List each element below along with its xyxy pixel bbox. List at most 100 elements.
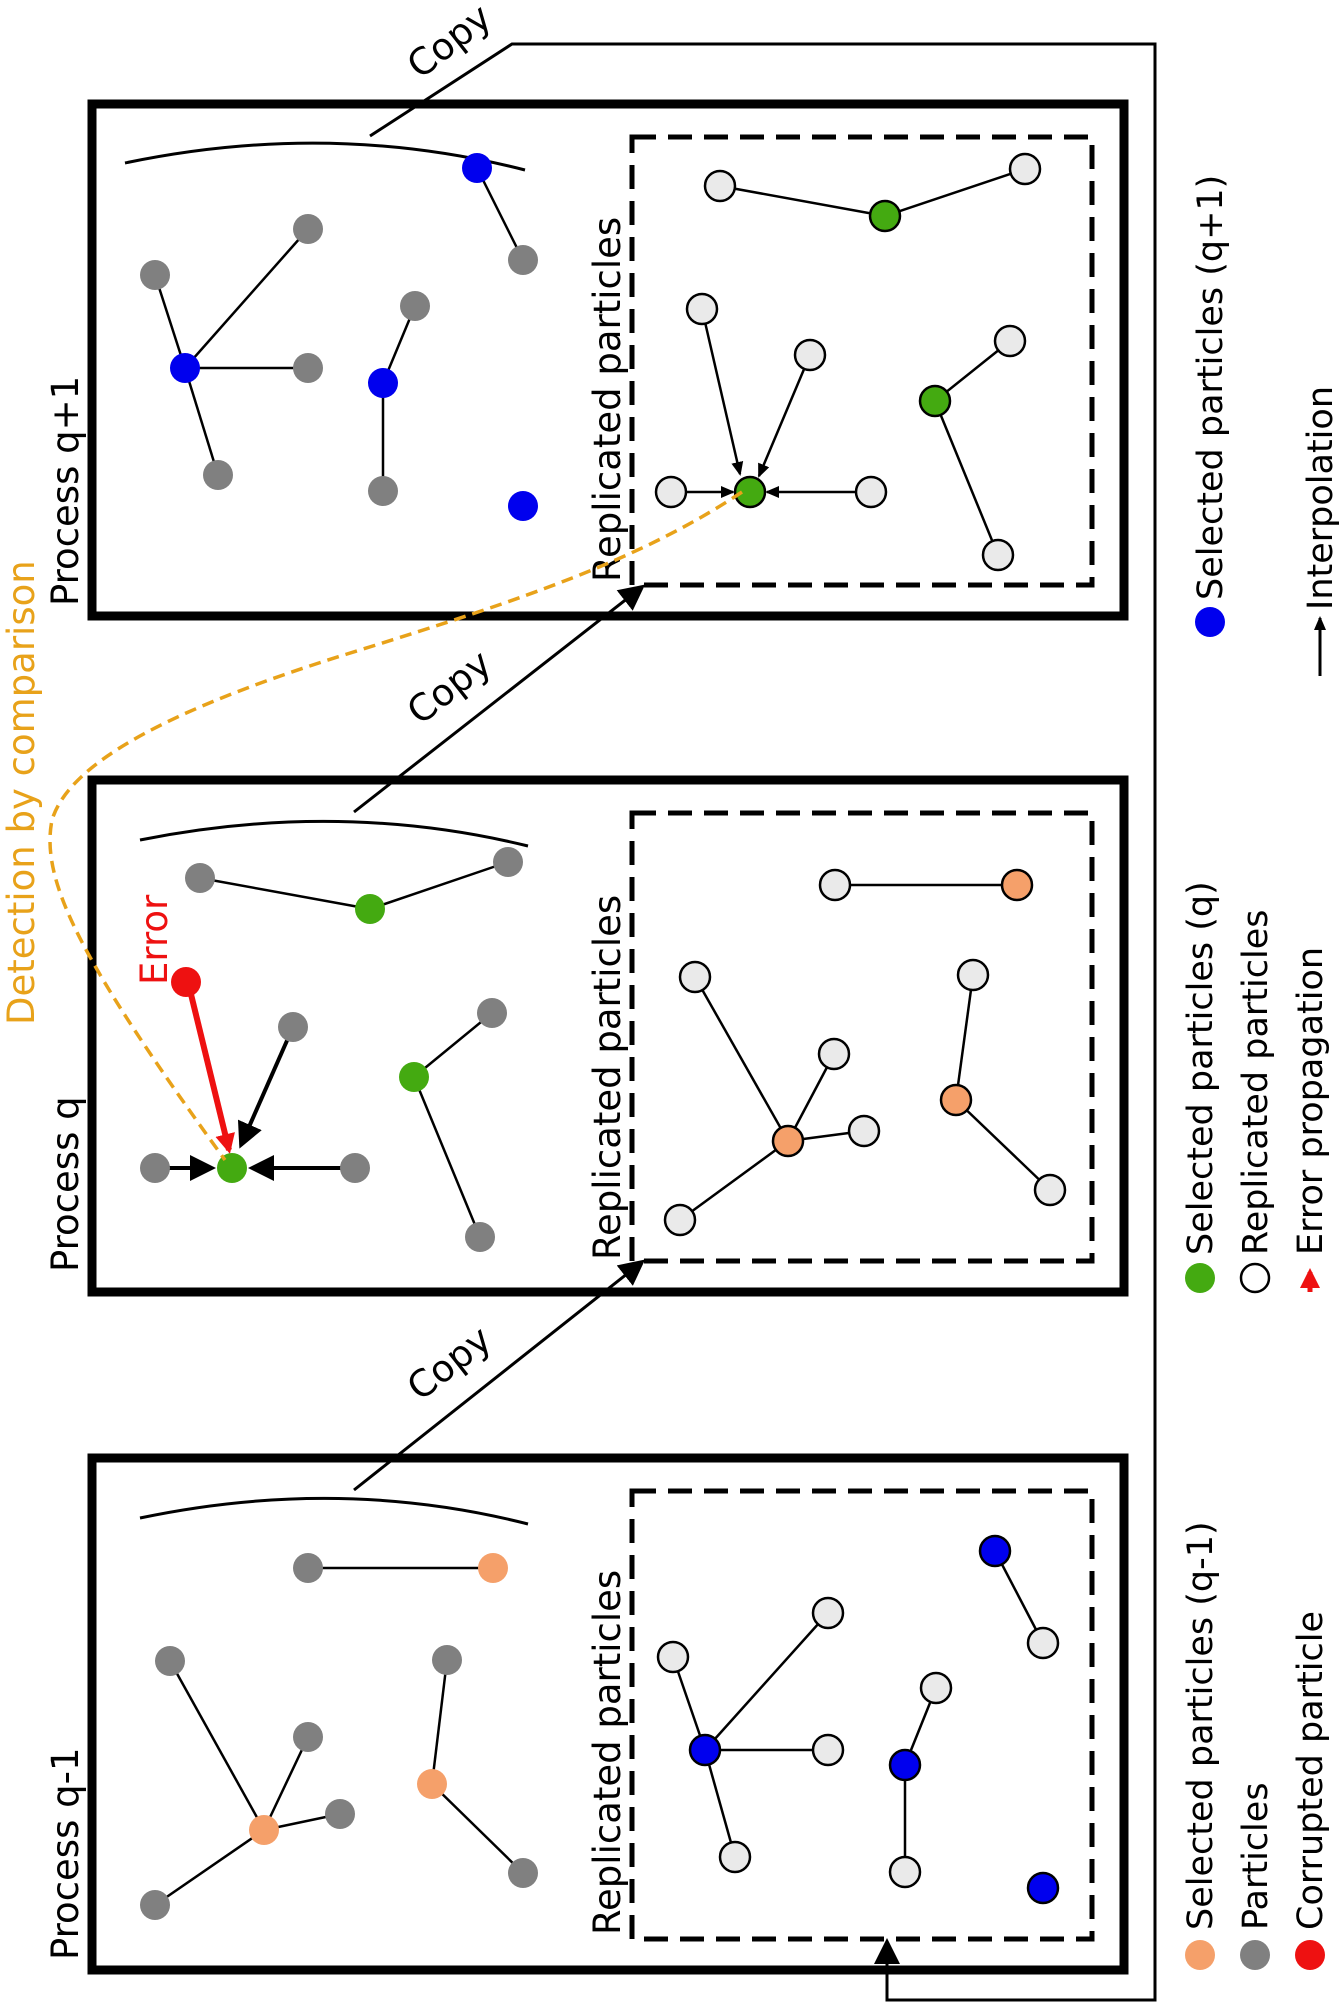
legend-label: Selected particles (q+1) bbox=[1191, 175, 1231, 600]
particle-gray bbox=[293, 214, 323, 244]
replicated-box bbox=[629, 134, 1095, 588]
copy-arrow bbox=[353, 584, 646, 814]
particle-gray bbox=[155, 1646, 185, 1676]
error-label: Error bbox=[133, 894, 176, 985]
replicated-label: Replicated particles bbox=[586, 895, 629, 1260]
particle-gray bbox=[493, 847, 523, 877]
particle-gray bbox=[477, 998, 507, 1028]
detection-label: Detection by comparison bbox=[0, 560, 43, 1025]
particle-links bbox=[154, 1550, 1045, 1907]
particle-gray bbox=[293, 1722, 323, 1752]
particle-replicated bbox=[956, 958, 990, 992]
particle-gray bbox=[368, 476, 398, 506]
particle-selected-q-minus-1 bbox=[1000, 868, 1034, 902]
particle-replicated bbox=[1033, 1173, 1067, 1207]
particle-replicated bbox=[703, 169, 737, 203]
error-propagation-arrow bbox=[185, 981, 235, 1154]
particle-gray bbox=[325, 1799, 355, 1829]
particle-selected-q bbox=[355, 894, 385, 924]
panel-process-q-minus-1: Process q-1 Replicated particles bbox=[44, 1453, 1129, 1975]
replicated-box bbox=[629, 1488, 1095, 1942]
particle-selected-q bbox=[918, 384, 952, 418]
particle-gray bbox=[432, 1645, 462, 1675]
particle-replicated bbox=[854, 475, 888, 509]
particle-gray bbox=[400, 291, 430, 321]
particle-gray bbox=[293, 1553, 323, 1583]
particle-replicated bbox=[817, 1037, 851, 1071]
particle-replicated bbox=[678, 960, 712, 994]
particle-gray bbox=[293, 353, 323, 383]
cut-arc bbox=[139, 1496, 529, 1526]
panel-title: Process q+1 bbox=[44, 376, 87, 606]
panel-process-q: Process q Replicated particles Error bbox=[44, 775, 1129, 1297]
particle-gray bbox=[508, 245, 538, 275]
particle-selected-q-plus-1 bbox=[1026, 1871, 1060, 1905]
legend-swatch-corrupted bbox=[1295, 1940, 1325, 1970]
particle-gray bbox=[140, 1153, 170, 1183]
particle-selected-q-plus-1 bbox=[462, 153, 492, 183]
legend-label: Corrupted particle bbox=[1291, 1611, 1331, 1930]
panel-process-q-plus-1: Process q+1 Replicated particles bbox=[44, 99, 1129, 621]
particles bbox=[140, 152, 1042, 572]
particle-replicated bbox=[818, 868, 852, 902]
copy-label: Copy bbox=[399, 0, 499, 87]
particle-replicated bbox=[1026, 1626, 1060, 1660]
particle-replicated bbox=[718, 1840, 752, 1874]
replicated-box bbox=[629, 810, 1095, 1264]
particle-gray bbox=[140, 260, 170, 290]
particle-replicated bbox=[1008, 152, 1042, 186]
panel-title: Process q-1 bbox=[44, 1748, 87, 1961]
copy-arrows bbox=[353, 42, 1157, 2002]
legend-label: Error propagation bbox=[1291, 947, 1331, 1255]
legend-label: Interpolation bbox=[1301, 386, 1340, 610]
particle-selected-q-minus-1 bbox=[478, 1553, 508, 1583]
legend-swatch-particles bbox=[1240, 1940, 1270, 1970]
copy-wrap-arrow bbox=[369, 42, 1157, 2002]
particle-selected-q-plus-1 bbox=[170, 353, 200, 383]
particle-replicated bbox=[847, 1114, 881, 1148]
particle-replicated bbox=[685, 292, 719, 326]
particle-gray bbox=[508, 1858, 538, 1888]
legend-swatch-replicated bbox=[1239, 1262, 1271, 1294]
copy-label: Copy bbox=[399, 641, 499, 733]
particle-selected-q bbox=[217, 1153, 247, 1183]
particles bbox=[140, 847, 1067, 1252]
replicated-label: Replicated particles bbox=[586, 1570, 629, 1935]
particle-selected-q bbox=[399, 1062, 429, 1092]
particle-replicated bbox=[793, 338, 827, 372]
particle-gray bbox=[465, 1222, 495, 1252]
detection-curve bbox=[48, 490, 743, 1162]
particle-selected-q-plus-1 bbox=[368, 368, 398, 398]
particle-replicated bbox=[919, 1671, 953, 1705]
panel-border bbox=[87, 1453, 1129, 1975]
particle-replicated bbox=[811, 1596, 845, 1630]
particle-gray bbox=[185, 863, 215, 893]
particle-gray bbox=[140, 1890, 170, 1920]
particle-selected-q-minus-1 bbox=[417, 1769, 447, 1799]
particle-selected-q-minus-1 bbox=[939, 1083, 973, 1117]
particle-selected-q-plus-1 bbox=[688, 1733, 722, 1767]
particle-gray bbox=[203, 460, 233, 490]
particle-selected-q bbox=[733, 475, 767, 509]
particle-replicated bbox=[981, 538, 1015, 572]
particle-selected-q-minus-1 bbox=[771, 1124, 805, 1158]
particle-gray bbox=[340, 1153, 370, 1183]
legend: Selected particles (q-1) Particles Corru… bbox=[1181, 175, 1340, 1970]
copy-arrow bbox=[353, 1259, 646, 1492]
cut-arc bbox=[139, 819, 529, 848]
legend-swatch-selected-q bbox=[1185, 1263, 1215, 1293]
panel-border bbox=[87, 775, 1129, 1297]
legend-swatch-selected-q-minus-1 bbox=[1185, 1940, 1215, 1970]
particle-selected-q-plus-1 bbox=[888, 1748, 922, 1782]
particle-replicated bbox=[993, 324, 1027, 358]
particle-corrupted bbox=[171, 967, 201, 997]
particle-links bbox=[199, 860, 1051, 1238]
particles bbox=[140, 1534, 1060, 1920]
particle-selected-q-plus-1 bbox=[508, 491, 538, 521]
interpolation-arrows bbox=[671, 308, 871, 498]
interpolation-arrows bbox=[155, 1026, 355, 1181]
particle-selected-q-minus-1 bbox=[249, 1815, 279, 1845]
replicated-label: Replicated particles bbox=[586, 217, 629, 582]
legend-label: Selected particles (q) bbox=[1181, 881, 1221, 1255]
